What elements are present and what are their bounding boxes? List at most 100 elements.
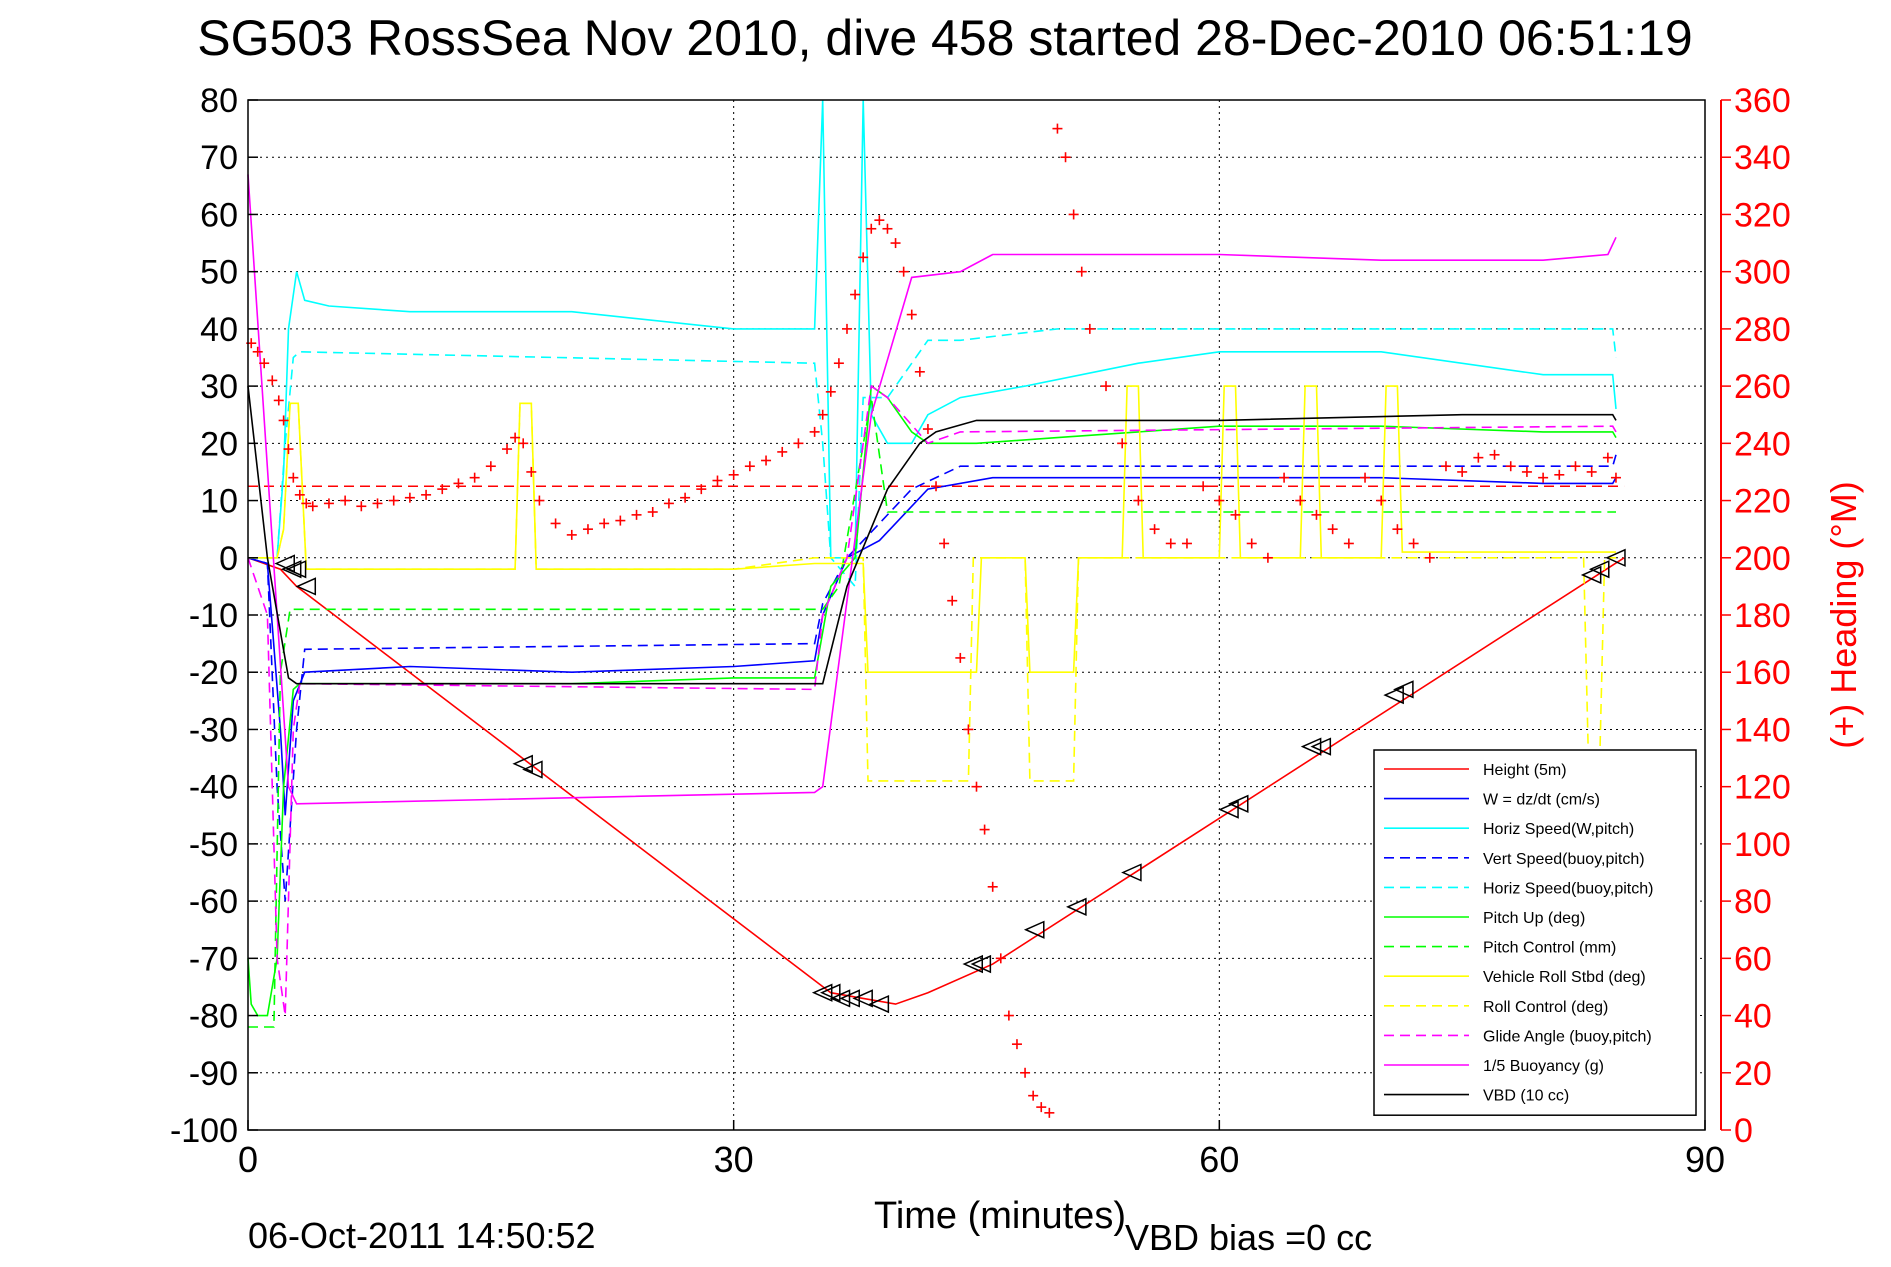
legend-label: Vehicle Roll Stbd (deg) [1483,969,1646,986]
heading-point [288,472,299,483]
y-right-tick-label: 300 [1734,254,1791,292]
y-left-tick-label: -90 [189,1055,238,1093]
heading-point [252,346,263,357]
heading-point [1473,452,1484,463]
heading-point [777,446,788,457]
heading-markers [246,123,1621,1118]
heading-point [850,289,861,300]
heading-point [1262,552,1273,563]
depth-marker [1393,680,1414,699]
heading-point [1068,209,1079,220]
heading-point [744,461,755,472]
legend-label: 1/5 Buoyancy (g) [1483,1058,1604,1075]
heading-point [372,498,383,509]
heading-point [421,489,432,500]
heading-point [273,395,284,406]
chart-title: SG503 RossSea Nov 2010, dive 458 started… [197,10,1692,66]
y-right-tick-label: 320 [1734,196,1791,234]
heading-point [1198,481,1209,492]
y-right-tick-label: 360 [1734,82,1791,120]
y-left-tick-label: 20 [200,425,238,463]
heading-point [1457,466,1468,477]
heading-point [809,426,820,437]
y-left-tick-label: 70 [200,139,238,177]
heading-point [267,375,278,386]
heading-point [939,538,950,549]
heading-point [340,495,351,506]
heading-point [502,444,513,455]
y-left-tick-label: 80 [200,82,238,120]
depth-marker [829,989,851,1008]
heading-point [453,478,464,489]
heading-point [1489,449,1500,460]
heading-point [294,489,305,500]
heading-point [1295,495,1306,506]
heading-point [1084,323,1095,334]
depth-marker [811,983,833,1002]
heading-point [1327,524,1338,535]
y-right-tick-label: 280 [1734,311,1791,349]
depth-marker [1580,565,1602,585]
heading-point [914,366,925,377]
heading-point [1165,538,1176,549]
heading-point [963,724,974,735]
axis-ticks: 0 30 60 9080706050403020100-10-20-30-40-50-… [170,82,1791,1180]
heading-point [1214,495,1225,506]
heading-point [817,409,828,420]
series-line-9 [247,384,1617,1016]
y-left-tick-label: 30 [200,368,238,406]
y-left-tick-label: 60 [200,196,238,234]
y-right-tick-label: 20 [1734,1055,1772,1093]
heading-point [599,518,610,529]
heading-point [1011,1039,1022,1050]
y-right-tick-label: 220 [1734,483,1791,521]
heading-point [647,507,658,517]
depth-marker [1300,737,1322,756]
depth-marker [512,754,533,773]
y-left-tick-label: -40 [189,769,238,807]
heading-point [712,475,723,486]
heading-point [858,252,869,263]
legend-label: Horiz Speed(buoy,pitch) [1483,880,1653,897]
y-right-tick-label: 60 [1734,940,1772,978]
y-right-tick-label: 140 [1734,711,1791,749]
heading-point [582,524,593,535]
depth-marker [295,577,317,596]
heading-point [898,266,909,277]
x-tick-label: 30 [714,1139,754,1180]
y-left-tick-label: 10 [200,483,238,521]
heading-point [1036,1102,1047,1113]
heading-point [793,438,804,449]
y-left-tick-label: 50 [200,254,238,292]
heading-point [526,466,537,477]
heading-point [1020,1067,1031,1078]
series-line-4 [248,328,1617,589]
depth-marker [1227,794,1249,813]
heading-point [1003,1010,1014,1021]
depth-marker [1383,685,1404,705]
legend-label: W = dz/dt (cm/s) [1483,792,1600,809]
heading-point [833,358,844,369]
legend: Height (5m) W = dz/dt (cm/s) Horiz Speed(W… [1373,749,1697,1116]
series-line-10 [247,174,1617,805]
heading-point [1392,524,1403,535]
heading-point [1538,472,1549,483]
y-left-tick-label: -80 [189,998,238,1036]
heading-point [825,386,836,397]
heading-point [882,223,893,234]
depth-marker [839,989,860,1008]
legend-label: Pitch Up (deg) [1483,910,1585,927]
heading-point [1246,538,1257,549]
x-tick-label: 0 [238,1139,258,1180]
y-right-tick-label: 0 [1734,1112,1753,1150]
heading-point [534,495,545,506]
legend-label: Vert Speed(buoy,pitch) [1483,851,1645,868]
y-left-tick-label: -100 [170,1112,238,1150]
depth-marker [962,954,984,974]
legend-label: Roll Control (deg) [1483,999,1608,1016]
depth-marker [970,954,992,974]
heading-point [1279,472,1290,483]
heading-point [1586,466,1597,477]
right-axis-label: (+) Heading (°M) [1823,481,1864,748]
y-left-tick-label: -20 [189,654,238,692]
